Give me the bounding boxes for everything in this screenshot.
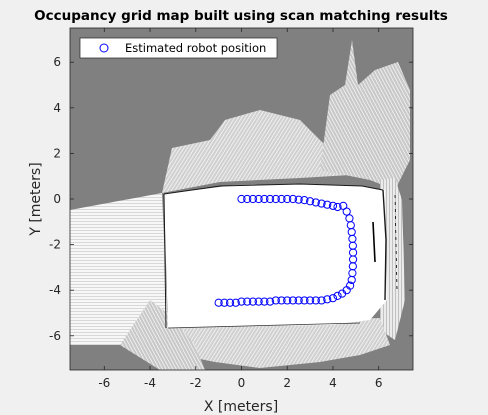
y-tick-label: -2: [49, 238, 61, 252]
scan-rays-left: [70, 193, 168, 345]
x-tick-label: -4: [144, 376, 156, 390]
y-tick-label: -4: [49, 283, 61, 297]
x-tick-label: -6: [98, 376, 110, 390]
robot-position-point: [265, 194, 275, 204]
obstacle-wall-right: [382, 189, 387, 301]
robot-position-point: [338, 289, 347, 298]
robot-position-point: [306, 296, 315, 305]
robot-position-point: [288, 194, 298, 204]
robot-position-point: [323, 295, 332, 304]
robot-position-markers: [214, 194, 358, 307]
y-tick-label: 2: [53, 146, 61, 160]
robot-position-point: [333, 291, 342, 300]
scan-rays-bottom-left: [120, 300, 205, 370]
obstacle-column: [394, 194, 398, 291]
robot-position-point: [333, 202, 342, 212]
obstacle-wall-left: [163, 193, 167, 329]
robot-position-point: [317, 296, 326, 305]
robot-position-point: [260, 194, 269, 204]
x-tick-label: 2: [283, 376, 291, 390]
obstacle-inner: [372, 221, 376, 263]
robot-position-point: [237, 194, 246, 204]
robot-position-point: [328, 201, 338, 210]
scan-rays-upper-right: [320, 40, 410, 190]
robot-position-point: [271, 194, 280, 204]
y-tick-label: -6: [49, 329, 61, 343]
robot-position-point: [311, 296, 320, 305]
axis-ticks: -6 -4 -2 0 2 4 6 -6 -4 -2 0 2 4 6: [49, 28, 413, 390]
legend-entry: Estimated robot position: [125, 41, 266, 55]
y-tick-label: 4: [53, 101, 61, 115]
free-space: [164, 184, 387, 328]
legend: Estimated robot position: [79, 37, 278, 59]
robot-position-point: [231, 298, 240, 307]
robot-position-point: [323, 200, 332, 209]
robot-position-point: [288, 296, 298, 305]
robot-position-point: [317, 199, 326, 208]
robot-position-point: [254, 194, 263, 204]
robot-position-point: [283, 194, 292, 204]
obstacle-wall-bottom: [167, 322, 361, 329]
robot-position-point: [225, 298, 235, 307]
robot-position-point: [248, 194, 258, 204]
x-axis-label: X [meters]: [204, 399, 278, 415]
robot-position-point: [306, 197, 315, 206]
robot-position-point: [294, 195, 303, 204]
x-tick-label: -2: [190, 376, 202, 390]
chart-title: Occupancy grid map built using scan matc…: [34, 8, 448, 24]
robot-position-point: [283, 296, 292, 305]
robot-position-point: [248, 297, 258, 306]
y-tick-label: 0: [53, 192, 61, 206]
legend-marker: [99, 43, 109, 53]
robot-position-point: [243, 297, 252, 306]
robot-position-point: [265, 297, 275, 306]
robot-position-point: [271, 296, 280, 305]
occupancy-map: [70, 28, 413, 370]
robot-position-point: [243, 194, 252, 204]
robot-position-point: [328, 294, 338, 303]
robot-position-point: [214, 298, 223, 307]
robot-position-point: [277, 296, 286, 305]
x-tick-label: 4: [329, 376, 337, 390]
y-tick-label: 6: [53, 55, 61, 69]
robot-position-point: [220, 298, 229, 307]
scan-rays-upper-left: [162, 110, 350, 193]
robot-position-point: [300, 296, 309, 305]
robot-position-point: [277, 194, 286, 204]
robot-position-point: [254, 297, 263, 306]
robot-position-point: [347, 275, 356, 285]
robot-position-point: [300, 196, 309, 205]
robot-position-point: [260, 297, 269, 306]
scan-rays-bottom: [168, 318, 390, 368]
x-tick-label: 0: [238, 376, 246, 390]
legend-box: [79, 37, 278, 59]
robot-position-point: [342, 207, 351, 216]
robot-position-point: [237, 297, 246, 306]
robot-position-point: [294, 296, 303, 305]
x-tick-label: 6: [375, 376, 383, 390]
y-axis-label: Y [meters]: [28, 162, 44, 236]
robot-position-point: [311, 198, 320, 207]
obstacle-wall-top: [163, 183, 384, 195]
